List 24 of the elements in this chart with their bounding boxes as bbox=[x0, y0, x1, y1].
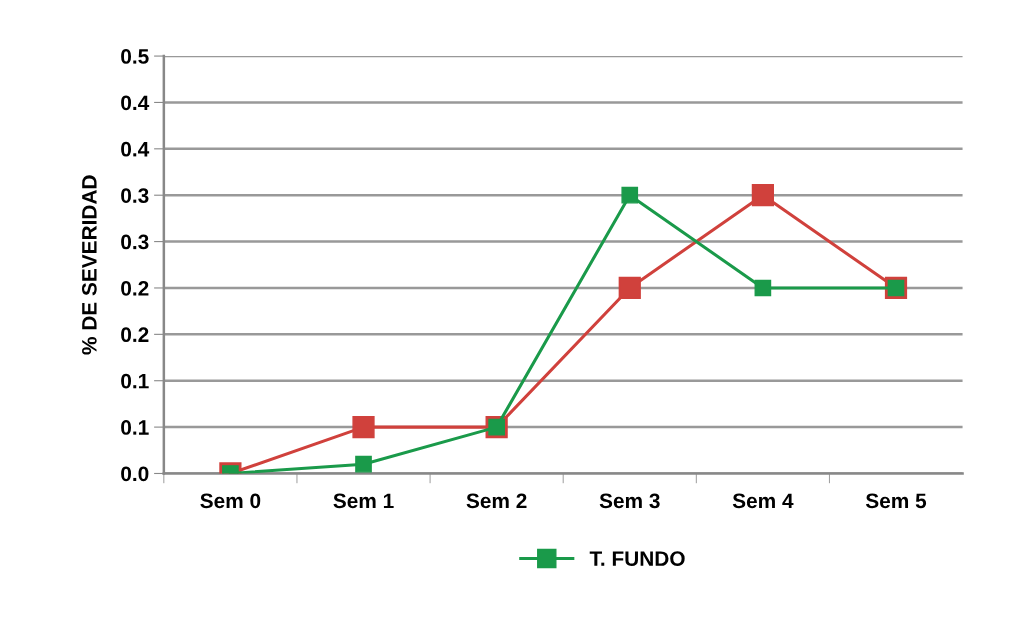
x-tick-label: Sem 4 bbox=[732, 493, 794, 509]
y-tick-label: 0.3 bbox=[121, 188, 149, 203]
y-tick-label: 0.5 bbox=[121, 49, 149, 64]
x-tick-label: Sem 5 bbox=[865, 493, 927, 509]
y-tick-label: 0.4 bbox=[121, 95, 150, 111]
point bbox=[754, 279, 772, 297]
x-tick-label: Sem 3 bbox=[599, 493, 660, 509]
point bbox=[751, 184, 774, 207]
y-tick-label: 0.2 bbox=[121, 327, 149, 343]
point bbox=[352, 415, 375, 439]
point bbox=[618, 276, 641, 300]
point bbox=[355, 455, 372, 473]
y-tick-label: 0.1 bbox=[121, 373, 149, 389]
x-tick-label: Sem 2 bbox=[466, 493, 527, 509]
y-tick-label: 0.3 bbox=[121, 234, 149, 250]
y-tick-label: 0.1 bbox=[121, 420, 149, 435]
y-tick-label: 0.0 bbox=[121, 466, 149, 482]
y-tick-label: 0.2 bbox=[121, 280, 149, 296]
y-axis-title: % DE SEVERIDAD bbox=[81, 175, 97, 355]
x-tick-label: Sem 1 bbox=[333, 493, 394, 509]
legend-label: T. FUNDO bbox=[589, 551, 685, 566]
y-tick-label: 0.4 bbox=[121, 141, 150, 157]
x-tick-label: Sem 0 bbox=[200, 493, 261, 509]
point bbox=[621, 186, 639, 204]
